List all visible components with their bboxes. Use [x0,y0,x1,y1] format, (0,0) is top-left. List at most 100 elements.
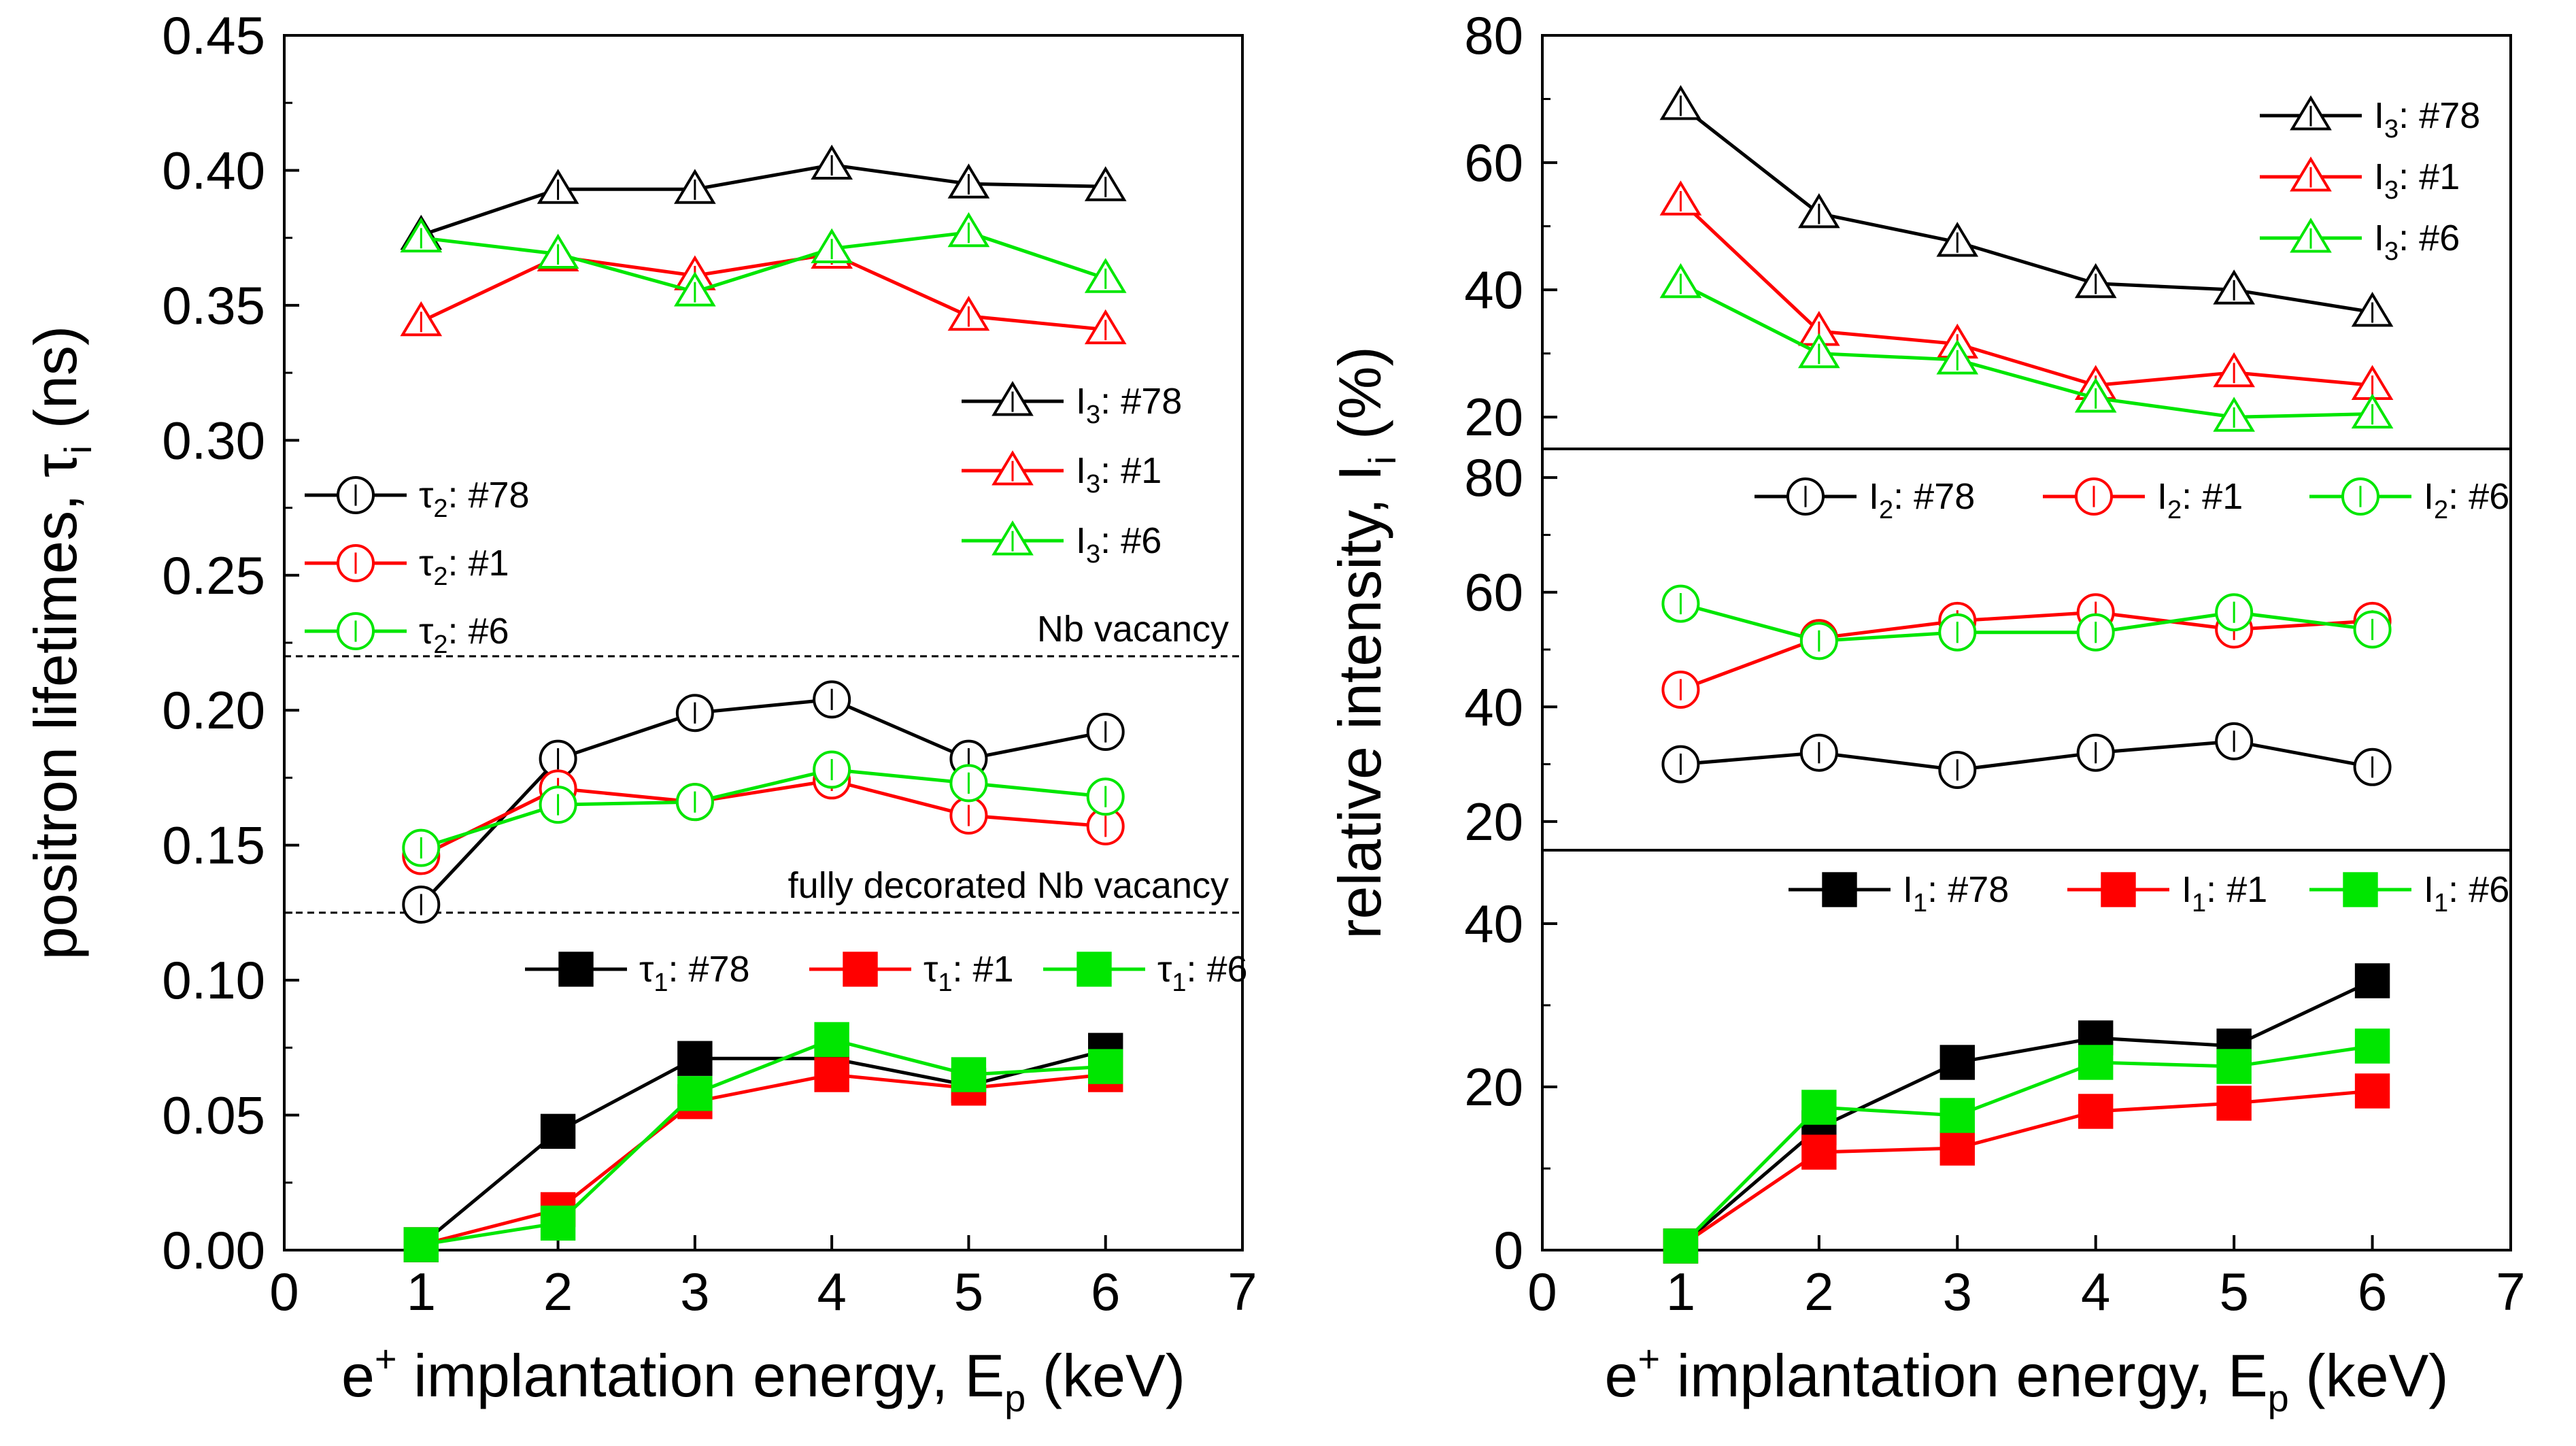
legend-label: I1: #6 [2424,869,2509,918]
y-tick-label: 0.10 [162,950,265,1010]
data-point [2216,1049,2252,1084]
legend-symbol: τ [639,949,654,990]
data-point [2354,1073,2390,1109]
legend-entry: I2: #6 [2309,476,2509,524]
legend-label: I3: #1 [2374,156,2460,205]
legend-entry: I2: #1 [2043,476,2243,524]
legend-symbol: τ [419,611,433,652]
series-line [420,697,1106,906]
legend-symbol: I [1076,381,1086,422]
legend-symbol: I [2157,476,2167,517]
legend: I2: #78 I2: #1 I2: #6 [1755,476,2509,524]
legend-label: τ1: #78 [639,949,750,997]
x-tick-label: 0 [1527,1262,1557,1322]
y-tick-label: 0.05 [162,1086,265,1145]
legend-sample: : #78 [1893,476,1975,517]
x-tick-label: 6 [1091,1262,1120,1322]
legend-label: I3: #78 [1076,381,1182,429]
series-line [1680,282,2373,419]
data-point [2216,1086,2252,1121]
legend-symbol: τ [419,475,433,516]
legend-sample: : #6 [1100,520,1162,561]
x-tick-label: 2 [1804,1262,1833,1322]
y-axis-subscript: i [56,445,99,454]
legend-entry: τ2: #6 [305,611,509,659]
x-axis-title-part: e [1604,1342,1638,1409]
x-tick-label: 3 [680,1262,709,1322]
y-axis-title: positron lifetimes, τi (ns) [22,326,99,960]
series-1 [1659,180,2394,400]
legend-sample: : #6 [1186,949,1247,990]
y-tick-label: 80 [1464,5,1523,65]
legend-entry: I3: #6 [2260,218,2460,266]
legend-label: I2: #78 [1869,476,1975,524]
legend-marker [558,952,594,987]
y-tick-label: 60 [1464,133,1523,192]
legend-label: τ2: #78 [419,475,530,523]
x-tick-label: 5 [954,1262,983,1322]
x-tick-label: 7 [1227,1262,1257,1322]
left-lifetime-chart: 0.00 0.05 0.10 0.15 0.20 0.25 0.30 0.35 0.40 0.45… [22,5,1257,1419]
legend-entry: τ2: #78 [305,475,530,523]
legend-sample: : #78 [447,475,529,516]
legend-symbol: I [2424,476,2434,517]
y-tick-label: 40 [1464,677,1523,737]
legend-subscript: 3 [1086,540,1100,569]
legend-entry: I3: #78 [2260,95,2480,144]
legend-label: I3: #1 [1076,450,1162,499]
series-line [420,1048,1106,1246]
legend-symbol: τ [1157,949,1172,990]
x-axis-title-part: e [341,1342,375,1409]
legend-label: I3: #6 [1076,520,1162,569]
legend-label: τ1: #6 [1157,949,1248,997]
legend-label: I1: #1 [2182,869,2267,918]
x-axis-subscript: p [2268,1377,2289,1419]
y-tick-label: 40 [1464,894,1523,954]
y-tick-label: 20 [1464,387,1523,447]
series-5 [402,750,1125,867]
series-2 [1663,1028,2390,1264]
x-axis-subscript: p [1004,1377,1026,1419]
legend-subscript: 1 [654,969,668,997]
legend-entry: τ2: #1 [305,543,509,591]
legend-subscript: 3 [1086,401,1100,429]
legend-entry: I1: #6 [2309,869,2509,918]
y-axis-title-part: positron lifetimes, τ [22,454,89,960]
data-point [1939,1130,1975,1166]
legend-subscript: 3 [2384,237,2399,266]
series-line [420,768,1106,850]
series-0 [400,144,1127,250]
series-0 [1663,963,2390,1264]
series-1 [400,233,1127,345]
data-point [540,1113,576,1149]
legend-marker [1077,952,1112,987]
series-line [420,1073,1106,1247]
legend-symbol: I [2374,95,2384,136]
y-axis-title-part: relative intensity, I [1326,465,1393,939]
legend-marker [2343,872,2378,907]
legend-entry: τ1: #1 [809,949,1014,997]
y-tick-label: 0.45 [162,5,265,65]
data-point [2078,1094,2114,1129]
data-point [1801,1090,1837,1125]
legend-subscript: 3 [2384,115,2399,144]
legend-symbol: I [1076,520,1086,561]
series-0 [1661,722,2392,789]
y-tick-label: 20 [1464,1057,1523,1117]
legend-symbol: τ [923,949,938,990]
legend-symbol: I [2182,869,2192,910]
legend-symbol: I [2424,869,2434,910]
legend-subscript: 3 [2384,176,2399,205]
series-line [420,1037,1106,1247]
legend-label: τ2: #1 [419,543,509,591]
y-tick-label: 0.15 [162,816,265,875]
legend-label: I2: #1 [2157,476,2243,524]
legend-sample: : #1 [1100,450,1162,491]
data-point [2354,963,2390,998]
y-tick-label: 0.30 [162,410,265,470]
series-line [1679,1044,2373,1247]
legend-symbol: I [2374,156,2384,197]
legend-symbol: I [1869,476,1879,517]
